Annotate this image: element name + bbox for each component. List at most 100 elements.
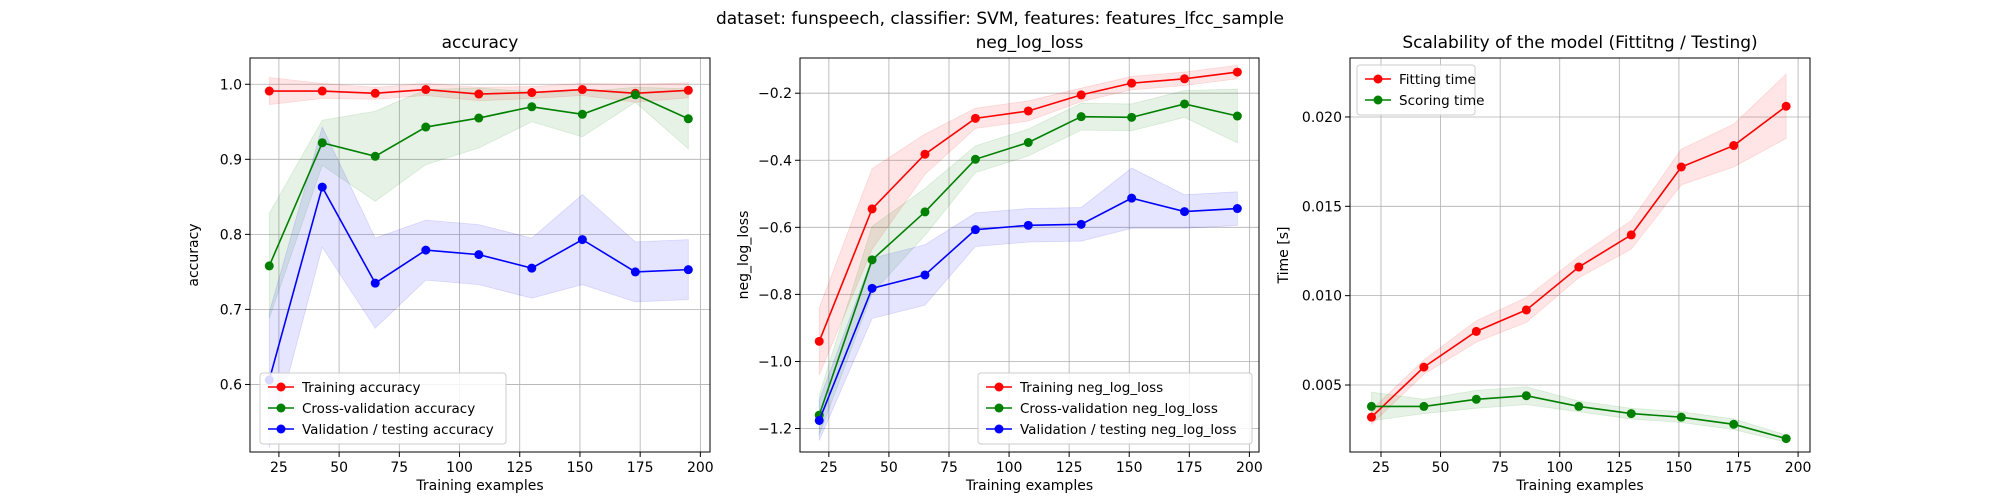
legend-box [977,372,1253,445]
point-series-3 [1023,220,1033,230]
legend-label: Validation / testing accuracy [302,422,494,438]
point-series-1 [1471,326,1481,336]
point-series-1 [1626,230,1636,240]
point-series-2 [1521,391,1531,401]
legend-marker [1373,95,1383,105]
point-series-2 [1676,412,1686,422]
x-tick-label: 200 [1236,460,1263,476]
legend-label: Training neg_log_loss [1019,380,1163,396]
legend: Fitting time Scoring time [1356,64,1484,116]
legend-marker [276,403,286,413]
point-series-2 [527,102,537,112]
point-series-1 [264,86,274,96]
y-tick-label: −0.8 [758,287,792,303]
point-series-2 [317,138,327,148]
legend-label: Training accuracy [301,380,420,396]
figure-suptitle: dataset: funspeech, classifier: SVM, fea… [716,9,1284,29]
y-tick-label: −1.0 [758,354,792,370]
x-tick-label: 100 [996,460,1023,476]
y-tick-label: 0.6 [220,377,242,393]
point-series-1 [370,88,380,98]
x-tick-label: 75 [1491,460,1509,476]
point-series-1 [814,336,824,346]
y-tick-label: 0.7 [220,302,242,318]
x-tick-label: 175 [627,460,654,476]
legend-label: Cross-validation neg_log_loss [1020,401,1218,417]
point-series-1 [1232,67,1242,77]
point-series-1 [527,88,537,98]
legend: Training accuracy Cross-validation accura… [259,372,507,445]
legend-label: Scoring time [1399,93,1484,109]
legend-marker [276,424,286,434]
point-series-2 [264,261,274,271]
x-tick-label: 100 [446,460,473,476]
x-tick-label: 125 [1056,460,1083,476]
panel-title: neg_log_loss [976,33,1084,53]
y-tick-label: 0.020 [1302,110,1342,126]
point-series-2 [421,122,431,132]
point-series-3 [527,263,537,273]
chart-panel-2: 25 50 75 100 125 150 175 200 −1.2 −1.0 −0.8 −0.6 −0.… [736,33,1263,494]
x-axis-label: Training examples [1515,478,1643,494]
point-series-2 [683,114,693,124]
axes-frame [1349,57,1811,453]
point-series-2 [370,151,380,161]
y-tick-label: 1.0 [220,77,242,93]
y-axis-label: Time [s] [1276,227,1292,285]
x-tick-label: 25 [1372,460,1390,476]
point-series-1 [1521,305,1531,315]
legend: Training neg_log_loss Cross-validation ne… [977,372,1253,445]
x-tick-label: 125 [1606,460,1633,476]
point-series-1 [1781,101,1791,111]
band-series-2 [1371,386,1787,443]
legend-marker [276,382,286,392]
x-tick-label: 150 [1666,460,1693,476]
point-series-3 [577,235,587,245]
axes-frame [799,57,1260,453]
point-series-2 [1626,409,1636,419]
point-series-1 [577,85,587,95]
y-axis-label: neg_log_loss [736,211,752,300]
point-series-3 [317,182,327,192]
point-series-3 [370,278,380,288]
panel-title: accuracy [442,33,519,53]
point-series-2 [1419,401,1429,411]
y-tick-label: −0.6 [758,220,792,236]
legend-label: Cross-validation accuracy [302,401,475,417]
x-tick-label: 200 [687,460,714,476]
point-series-2 [1471,394,1481,404]
band-series-1 [1371,73,1787,426]
x-tick-label: 50 [1432,460,1450,476]
point-series-1 [1127,78,1137,88]
x-tick-label: 75 [940,460,958,476]
legend-marker [1373,74,1383,84]
x-tick-label: 175 [1725,460,1752,476]
y-tick-label: 0.010 [1302,289,1342,305]
x-tick-label: 150 [567,460,594,476]
x-tick-label: 200 [1785,460,1812,476]
point-series-3 [970,225,980,235]
point-series-2 [867,255,877,265]
y-tick-label: −0.2 [758,86,792,102]
point-series-2 [1729,419,1739,429]
legend-box [1356,64,1476,116]
point-series-1 [474,89,484,99]
point-series-3 [683,265,693,275]
point-series-1 [421,85,431,95]
x-tick-label: 125 [506,460,533,476]
legend-marker [994,424,1004,434]
point-series-2 [970,154,980,164]
point-series-1 [970,113,980,123]
band-series-3 [268,125,689,448]
legend-label: Validation / testing neg_log_loss [1020,422,1236,438]
x-tick-label: 50 [880,460,898,476]
y-tick-label: 0.005 [1302,378,1342,394]
point-series-3 [630,267,640,277]
x-tick-label: 75 [390,460,408,476]
point-series-1 [920,149,930,159]
legend-marker [994,382,1004,392]
point-series-3 [421,245,431,255]
point-series-2 [1180,99,1190,109]
legend-marker [994,403,1004,413]
